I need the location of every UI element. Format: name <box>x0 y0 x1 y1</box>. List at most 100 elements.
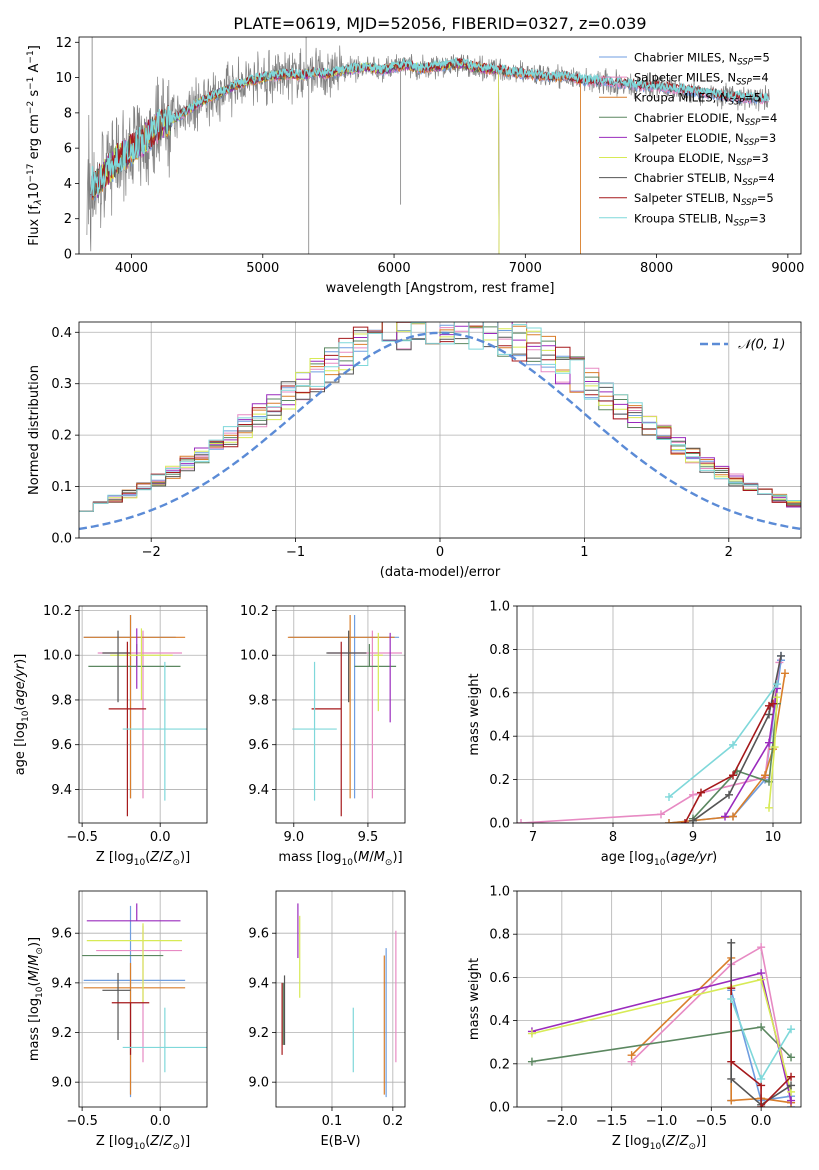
y-tick-label: 2 <box>64 212 72 227</box>
weight-line <box>631 945 792 1103</box>
errorbar-point-6 <box>102 972 131 1040</box>
errorbar-point-6 <box>326 630 367 703</box>
legend-entry: Salpeter ELODIE, NSSP=3 <box>634 131 776 148</box>
label-part: (data-model)/error <box>380 565 501 580</box>
label-part: Z [log <box>96 1134 134 1149</box>
axes-layer: 4000 5000 6000 7000 8000 9000024681012Chabrie… <box>13 36 804 1152</box>
x-tick-label: 0 <box>436 545 444 560</box>
legend-entry-n: =3 <box>752 151 769 165</box>
y-tick-label: 10 <box>55 71 72 86</box>
label-part: ( <box>145 1134 150 1149</box>
legend-entry-label: Chabrier STELIB, N <box>634 171 742 185</box>
label-part: Z <box>149 850 160 865</box>
weight-marker <box>787 1096 796 1105</box>
x-axis-label: age [log10(age/yr) <box>601 850 718 868</box>
legend-entry: Kroupa MILES, NSSP=5 <box>634 91 761 108</box>
weight-marker <box>787 1072 796 1081</box>
y-tick-label: 9.6 <box>51 738 72 753</box>
label-part: )] <box>180 1134 190 1149</box>
errorbar-point-8 <box>122 1007 207 1073</box>
x-axis-label: wavelength [Angstrom, rest frame] <box>326 281 555 296</box>
weight-marker <box>757 1023 766 1032</box>
weight-marker <box>729 812 737 821</box>
plot-area-age-mass <box>287 614 403 817</box>
label-part: ⊙ <box>172 858 180 868</box>
errorbar-point-7 <box>111 1002 150 1055</box>
y-tick-label: 0.4 <box>51 326 72 341</box>
x-axis-label-weight-z: Z [log10(Z/Z⊙)] <box>612 1134 706 1152</box>
legend-entry-n: =3 <box>759 131 776 145</box>
label-part: −1 <box>26 77 36 90</box>
y-tick-label: 0.2 <box>489 773 510 788</box>
weight-marker <box>787 1081 796 1090</box>
x-tick-label: 8 <box>609 830 617 845</box>
x-tick-label: 9.0 <box>283 830 304 845</box>
label-part: wavelength [Angstrom, rest frame] <box>326 281 555 296</box>
weight-marker <box>770 743 779 752</box>
x-tick-label: 0.1 <box>322 1114 343 1129</box>
label-part: 10 <box>21 710 31 722</box>
axes-weight-age: 7 8 9 10 0.0 0.2 0.4 0.6 0.8 1.0 <box>489 600 802 845</box>
x-tick-label: 2 <box>725 545 733 560</box>
plot-area-mass-ebv <box>281 903 397 1098</box>
x-axis-label: (data-model)/error <box>380 565 501 580</box>
label-part: ⊙ <box>35 947 45 955</box>
y-axis-label-mass-z: mass [log10(M/M⊙)] <box>27 937 45 1061</box>
x-tick-label: −0.5 <box>696 1114 728 1129</box>
weight-marker <box>697 788 705 797</box>
y-axis-label: mass weight <box>467 958 482 1040</box>
x-tick-label: 9 <box>689 830 697 845</box>
label-part: mass [log <box>278 850 341 865</box>
label-part: Z [log <box>612 1134 650 1149</box>
legend-entry-sub: SSP <box>741 198 757 208</box>
y-tick-label: 0.1 <box>51 480 72 495</box>
label-part: −17 <box>26 164 36 183</box>
y-axis-label-weight-age: mass weight <box>467 673 482 755</box>
weight-series-7 <box>681 699 777 823</box>
y-tick-label: 10.2 <box>240 604 269 619</box>
plot-area-weight-age <box>517 651 789 823</box>
y-tick-label: 9.6 <box>51 927 72 942</box>
label-part: 10 <box>134 858 146 868</box>
plot-area-mass-z <box>82 903 207 1098</box>
label-part: age/yr <box>671 850 714 865</box>
legend-entry: Salpeter STELIB, NSSP=5 <box>634 191 774 208</box>
label-part: M <box>358 850 369 865</box>
axes-frame <box>78 605 208 824</box>
weight-marker <box>787 1053 796 1062</box>
errorbar-point-2 <box>287 614 395 799</box>
weight-marker <box>627 1051 636 1060</box>
label-part: Z <box>149 1134 160 1149</box>
x-axis-label: Z [log10(Z/Z⊙)] <box>612 1134 706 1152</box>
legend-entry-label: Kroupa ELODIE, N <box>634 151 736 165</box>
label-part: ( <box>661 1134 666 1149</box>
legend-residuals: 𝒩(0, 1) <box>700 338 785 353</box>
weight-series-5 <box>765 693 781 812</box>
x-axis-label-age-mass: mass [log10(M/M⊙)] <box>278 850 402 868</box>
legend-entry: Chabrier ELODIE, NSSP=4 <box>634 111 777 128</box>
label-part: )] <box>27 937 42 947</box>
weight-marker <box>773 693 781 702</box>
x-tick-label: 7000 <box>509 261 542 276</box>
observed-spectrum-line <box>86 45 770 252</box>
x-tick-label: 0.2 <box>382 1114 403 1129</box>
label-part: Z <box>665 1134 676 1149</box>
y-tick-label: 9.6 <box>248 738 269 753</box>
y-tick-label: 0.2 <box>51 429 72 444</box>
weight-line <box>692 703 778 820</box>
x-tick-label: 0.0 <box>751 1114 772 1129</box>
legend-entry-sub: SSP <box>729 98 745 108</box>
label-part: M <box>374 850 385 865</box>
weight-marker <box>517 819 525 823</box>
axes-frame <box>516 890 802 1108</box>
legend-entry: Kroupa ELODIE, NSSP=3 <box>634 151 769 168</box>
x-tick-label: 4000 <box>115 261 148 276</box>
x-tick-label: −0.5 <box>66 1114 98 1129</box>
y-tick-label: 9.4 <box>51 783 72 798</box>
legend-entry-n: =5 <box>753 51 770 65</box>
weight-marker <box>757 943 766 952</box>
label-part: age [log <box>13 722 28 775</box>
label-part: 10 <box>650 1142 662 1152</box>
legend-entry-n: =4 <box>758 171 775 185</box>
